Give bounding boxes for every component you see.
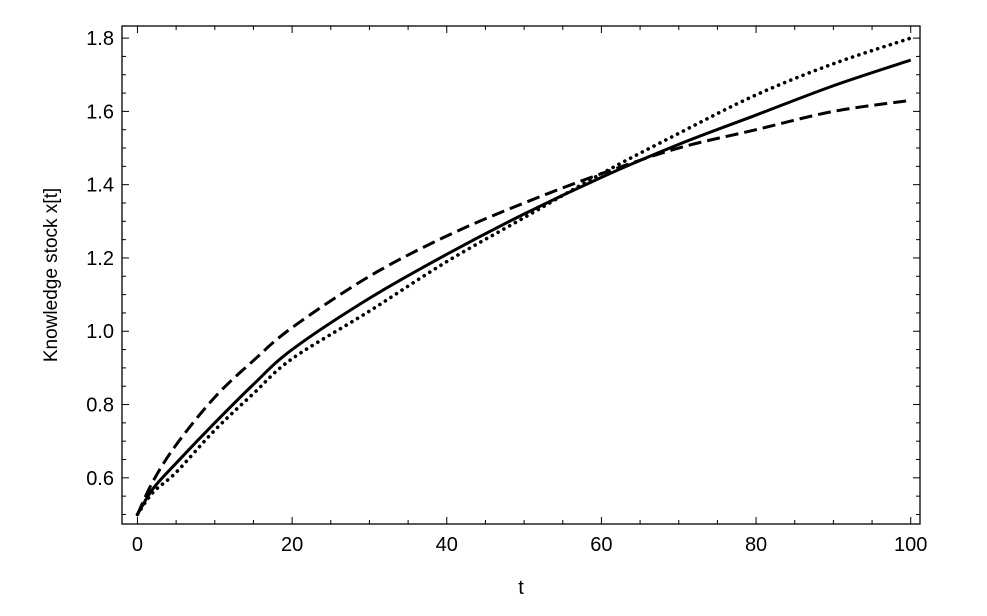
x-axis-label: t — [518, 577, 524, 599]
series-line-dotted — [135, 36, 913, 517]
x-tick-label: 0 — [132, 534, 143, 556]
x-tick-label: 20 — [281, 534, 303, 556]
x-tick-label: 60 — [590, 534, 612, 556]
series-line-dashed — [136, 98, 911, 516]
y-axis-label: Knowledge stock x[t] — [41, 188, 62, 362]
series-group — [135, 36, 913, 517]
axis-ticks — [122, 26, 920, 524]
y-tick-label: 0.6 — [86, 468, 114, 490]
series-line-solid — [136, 58, 912, 516]
plot-frame — [121, 25, 921, 525]
x-tick-label: 80 — [745, 534, 767, 556]
x-tick-label: 40 — [436, 534, 458, 556]
y-tick-label: 1.2 — [86, 248, 114, 270]
y-tick-label: 1.0 — [86, 321, 114, 343]
x-tick-label: 100 — [894, 534, 927, 556]
y-tick-label: 1.8 — [86, 28, 114, 50]
tick-labels: 0 20 40 60 80 100 0.6 0.8 1.0 1.2 1.4 1.6 1.8 — [86, 28, 927, 556]
y-tick-label: 1.6 — [86, 101, 114, 123]
y-tick-label: 0.8 — [86, 395, 114, 417]
y-tick-label: 1.4 — [86, 175, 114, 197]
